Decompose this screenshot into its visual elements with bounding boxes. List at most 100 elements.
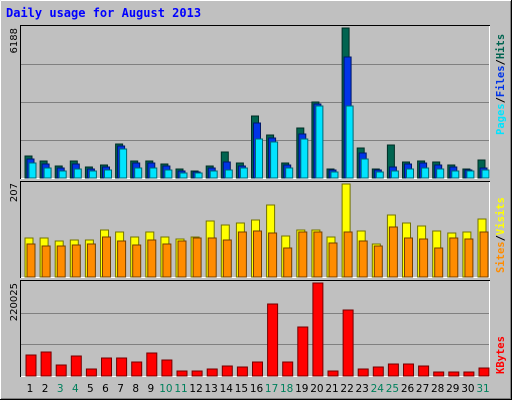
sites-bar [434, 247, 444, 278]
kbytes-bar [191, 370, 203, 377]
pages-bar [88, 170, 97, 179]
kbytes-panel-legend: KBytes [495, 336, 507, 374]
legend-separator: / [495, 235, 507, 241]
legend-visits: Visits [495, 197, 507, 235]
pages-bar [73, 168, 82, 179]
pages-bar [224, 169, 233, 179]
kbytes-bar [236, 366, 248, 377]
legend-sites: Sites [495, 241, 507, 273]
kbytes-bar [433, 371, 445, 377]
sites-bar [237, 231, 247, 278]
x-tick-label: 31 [476, 383, 489, 395]
kbytes-bar [40, 351, 52, 377]
sites-bar [404, 237, 413, 278]
chart-title: Daily usage for August 2013 [6, 6, 201, 20]
x-tick-label: 27 [416, 383, 429, 395]
pages-bar [58, 170, 67, 179]
sites-bar [102, 236, 111, 278]
pages-bar [315, 105, 324, 179]
kbytes-bar [70, 355, 82, 377]
x-tick-label: 23 [356, 383, 369, 395]
sites-bar [253, 230, 262, 278]
kbytes-bar [55, 364, 67, 377]
x-tick-label: 5 [87, 383, 94, 395]
x-tick-label: 3 [57, 383, 64, 395]
x-tick-label: 24 [371, 383, 385, 395]
pages-bar [406, 168, 414, 179]
x-tick-label: 18 [280, 383, 293, 395]
visits-panel-legend: Sites/Visits [495, 197, 507, 273]
sites-bar [26, 243, 36, 278]
x-tick-label: 12 [189, 383, 202, 395]
x-tick-label: 14 [220, 383, 234, 395]
kbytes-bar [312, 282, 324, 377]
x-tick-label: 21 [325, 383, 338, 395]
pages-bar [300, 138, 309, 179]
pages-bar [194, 172, 203, 179]
pages-bar [43, 167, 52, 179]
sites-bar [449, 237, 459, 278]
sites-bar [132, 244, 142, 278]
kbytes-bar [131, 361, 143, 377]
kbytes-bar [146, 352, 158, 377]
kbytes-bar [161, 359, 173, 377]
x-tick-label: 30 [461, 383, 474, 395]
kbytes-bar [418, 365, 430, 377]
x-tick-label: 9 [147, 383, 154, 395]
sites-bar [192, 237, 202, 278]
sites-bar [388, 226, 398, 278]
legend-pages: Pages [495, 103, 507, 135]
x-tick-label: 17 [265, 383, 278, 395]
sites-bar [117, 240, 127, 278]
pages-bar [164, 169, 173, 179]
pages-bar [104, 169, 112, 179]
x-tick-label: 6 [102, 383, 109, 395]
x-tick-label: 15 [235, 383, 248, 395]
kbytes-bar [372, 366, 384, 377]
x-tick-label: 16 [250, 383, 264, 395]
pages-bar [345, 105, 354, 179]
hits-panel-legend: Pages/Files/Hits [495, 34, 507, 135]
pages-bar [239, 167, 248, 179]
kbytes-bar [85, 368, 97, 377]
sites-bar [207, 237, 217, 278]
kbytes-bar [206, 368, 218, 377]
pages-bar [451, 170, 460, 179]
pages-bar [466, 170, 475, 179]
kbytes-bar [116, 357, 128, 377]
x-tick-label: 7 [117, 383, 124, 395]
kbytes-bar [478, 367, 490, 377]
x-tick-label: 13 [205, 383, 218, 395]
sites-bar [177, 240, 187, 278]
pages-bar [421, 167, 430, 179]
kbytes-bar [387, 363, 399, 377]
sites-bar [147, 239, 157, 278]
legend-kbytes: KBytes [495, 336, 507, 374]
pages-bar [134, 167, 143, 179]
sites-bar [479, 231, 489, 278]
kbytes-panel-ymax-label: 220025 [9, 283, 20, 321]
sites-bar [86, 243, 96, 278]
legend-hits: Hits [495, 34, 507, 59]
x-tick-labels: 1 2 3 4 5 6 7 8 9 10 11 12 13 14 15 16 17 18 19 20 21 22 23 24 2… [27, 383, 490, 395]
sites-bar [71, 244, 81, 278]
kbytes-bar [342, 309, 354, 377]
x-tick-label: 10 [159, 383, 172, 395]
kbytes-bar [252, 361, 263, 377]
x-tick-label: 22 [340, 383, 353, 395]
pages-bar [270, 141, 279, 179]
kbytes-bar [282, 361, 294, 377]
kbytes-bar [448, 371, 460, 377]
hits-panel-ymax-label: 6188 [9, 28, 20, 53]
sites-bar [162, 243, 172, 278]
sites-bar [419, 238, 429, 278]
sites-bar [358, 240, 368, 278]
pages-bar [360, 158, 369, 179]
x-tick-label: 29 [446, 383, 459, 395]
bars [24, 27, 490, 377]
legend-files: Files [495, 65, 507, 97]
sites-bar [283, 247, 293, 278]
pages-bar [390, 170, 399, 179]
